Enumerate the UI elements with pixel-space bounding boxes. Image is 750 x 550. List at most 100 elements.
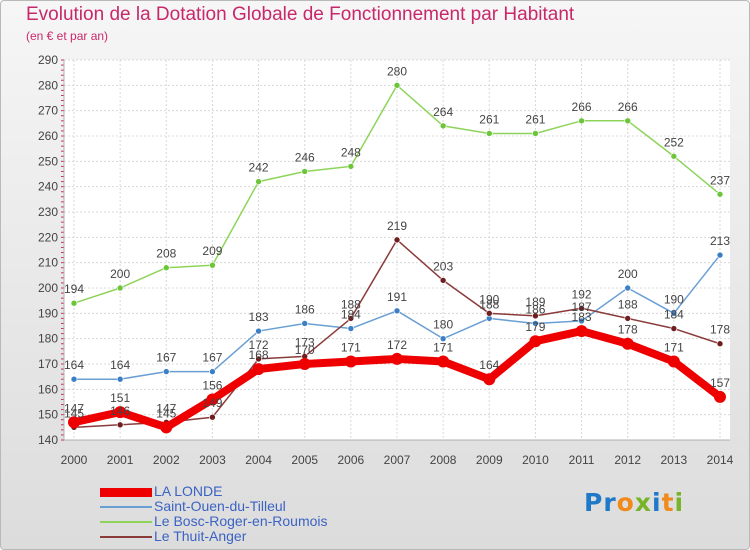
data-label: 164 — [110, 358, 130, 372]
legend-swatch-saint-ouen — [100, 505, 152, 508]
data-label: 157 — [710, 376, 730, 390]
data-point-le-thuit-anger — [532, 312, 539, 320]
data-point-saint-ouen-du-tilleul — [209, 368, 216, 375]
data-point-saint-ouen-du-tilleul — [670, 310, 678, 317]
chart-subtitle: (en € et par an) — [26, 29, 109, 43]
data-point-le-thuit-anger — [670, 325, 678, 332]
data-label: 280 — [387, 64, 407, 78]
data-label: 200 — [110, 267, 130, 281]
y-tick-label: 260 — [38, 129, 58, 143]
data-point-le-thuit-anger — [624, 315, 632, 322]
data-point-le-bosc-roger-en-roumois — [578, 117, 585, 125]
y-tick-label: 230 — [38, 205, 58, 219]
data-label: 164 — [479, 358, 499, 372]
y-tick-label: 250 — [38, 154, 58, 168]
legend-swatch-bosc-roger — [100, 520, 152, 523]
x-tick-label: 2011 — [569, 453, 595, 467]
data-label: 187 — [572, 300, 592, 314]
data-point-la-londe — [114, 406, 127, 419]
data-label: 178 — [710, 323, 730, 337]
data-point-le-thuit-anger — [116, 421, 124, 429]
data-label: 188 — [618, 297, 638, 311]
data-point-saint-ouen-du-tilleul — [532, 320, 539, 327]
data-label: 183 — [249, 310, 269, 324]
data-point-le-thuit-anger — [485, 310, 493, 317]
data-point-la-londe — [714, 390, 726, 403]
data-label: 266 — [572, 100, 592, 114]
data-label: 266 — [618, 100, 638, 114]
data-point-le-bosc-roger-en-roumois — [255, 178, 262, 185]
data-label: 213 — [710, 234, 730, 248]
data-point-la-londe — [437, 355, 450, 368]
data-point-le-bosc-roger-en-roumois — [162, 264, 170, 272]
data-label: 246 — [295, 150, 315, 164]
data-point-le-thuit-anger — [347, 315, 355, 322]
data-point-la-londe — [621, 337, 634, 350]
y-tick-label: 280 — [38, 78, 58, 92]
y-tick-label: 160 — [38, 382, 58, 396]
data-label: 192 — [572, 287, 592, 301]
data-label: 188 — [341, 297, 361, 311]
data-label: 184 — [341, 308, 361, 322]
data-label: 167 — [202, 351, 222, 365]
data-label: 145 — [64, 406, 84, 420]
x-tick-label: 2009 — [476, 453, 503, 467]
data-point-la-londe — [160, 421, 173, 434]
data-label: 184 — [664, 308, 684, 322]
data-label: 146 — [110, 404, 130, 418]
proxiti-logo: Proxiti — [584, 488, 685, 517]
data-label: 178 — [618, 323, 638, 337]
data-point-le-bosc-roger-en-roumois — [301, 168, 309, 175]
data-point-le-thuit-anger — [578, 304, 585, 312]
data-label: 186 — [525, 302, 545, 316]
data-point-la-londe — [667, 355, 680, 368]
legend-label: Le Bosc-Roger-en-Roumois — [154, 513, 328, 529]
data-label: 151 — [110, 391, 130, 405]
data-label: 168 — [249, 348, 269, 362]
data-label: 203 — [433, 259, 453, 273]
legend-swatch-thuit-anger — [100, 535, 152, 538]
data-label: 171 — [664, 340, 684, 354]
y-tick-label: 270 — [38, 104, 58, 118]
data-label: 170 — [295, 343, 315, 357]
x-tick-label: 2010 — [522, 453, 549, 467]
data-point-le-thuit-anger — [439, 277, 447, 284]
data-point-le-bosc-roger-en-roumois — [670, 152, 678, 160]
data-point-la-londe — [68, 416, 80, 429]
y-tick-label: 240 — [38, 180, 58, 194]
data-label: 164 — [64, 358, 84, 372]
data-label: 167 — [156, 351, 176, 365]
data-label: 252 — [664, 135, 684, 149]
data-point-le-bosc-roger-en-roumois — [70, 299, 78, 307]
data-label: 264 — [433, 105, 453, 119]
data-point-la-londe — [529, 335, 542, 348]
data-label: 200 — [618, 267, 638, 281]
data-point-saint-ouen-du-tilleul — [439, 335, 447, 342]
data-label: 248 — [341, 145, 361, 159]
data-point-la-londe — [344, 355, 357, 368]
x-tick-label: 2000 — [61, 453, 88, 467]
y-tick-label: 180 — [38, 332, 58, 346]
data-label: 237 — [710, 173, 730, 187]
data-point-le-thuit-anger — [209, 413, 216, 421]
data-point-saint-ouen-du-tilleul — [347, 325, 355, 332]
data-point-saint-ouen-du-tilleul — [716, 251, 724, 259]
data-point-le-bosc-roger-en-roumois — [532, 130, 539, 137]
x-tick-label: 2008 — [430, 453, 457, 467]
data-label: 209 — [202, 244, 222, 258]
x-tick-label: 2001 — [107, 453, 134, 467]
data-point-le-bosc-roger-en-roumois — [716, 190, 724, 198]
legend-label: LA LONDE — [154, 483, 223, 499]
data-point-la-londe — [206, 393, 219, 406]
y-tick-label: 220 — [38, 230, 58, 244]
data-point-le-bosc-roger-en-roumois — [439, 122, 447, 130]
data-point-le-thuit-anger — [716, 340, 724, 348]
data-label: 189 — [525, 295, 545, 309]
data-point-la-londe — [483, 373, 496, 386]
y-tick-label: 170 — [38, 357, 58, 371]
data-point-le-bosc-roger-en-roumois — [624, 117, 632, 125]
legend-swatch-la-londe — [100, 487, 152, 497]
data-point-la-londe — [252, 363, 265, 376]
data-label: 190 — [479, 292, 499, 306]
